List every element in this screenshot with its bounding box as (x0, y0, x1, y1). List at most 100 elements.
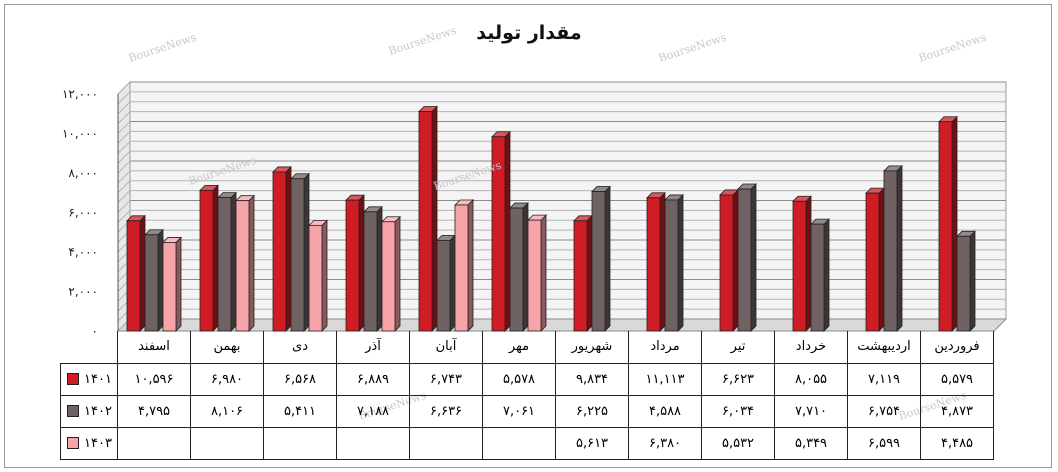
gridline-side (117, 111, 131, 124)
bar-side (522, 202, 529, 332)
data-label: ۴,۸۷۳ (920, 394, 994, 428)
data-label: ۵,۳۴۹ (774, 426, 848, 460)
bar (381, 221, 396, 332)
data-label: ۷,۱۸۸ (336, 394, 410, 428)
watermark-text: BourseNews (657, 31, 728, 65)
gridline-side (117, 81, 131, 95)
data-label: ۶,۹۸۰ (190, 362, 264, 396)
bar-side (659, 191, 666, 332)
category-label: دی (263, 331, 337, 364)
gridline-side (117, 91, 131, 105)
data-label: ۵,۶۱۳ (555, 426, 629, 460)
bar (199, 189, 214, 332)
bar-side (431, 105, 438, 332)
gridline-side (117, 121, 131, 134)
bar (664, 199, 679, 332)
table-row: ۱۴۰۲ ۴,۷۹۵ ۸,۱۰۶ ۵,۴۱۱ ۷,۱۸۸ ۶,۶۳۶ ۷,۰۶۱ ۶,۲۲۵ ۴… (60, 394, 994, 428)
y-tick-label: ۲,۰۰۰ (68, 285, 98, 299)
data-label: ۶,۵۶۸ (263, 362, 337, 396)
data-label: ۵,۵۳۲ (701, 426, 775, 460)
data-label: ۵,۴۱۱ (263, 394, 337, 428)
bar-side (951, 115, 958, 332)
bar-side (212, 184, 219, 332)
bar-side (394, 215, 401, 332)
bar (272, 171, 287, 332)
bar (345, 199, 360, 332)
bar (363, 211, 378, 332)
watermark-text: BourseNews (387, 24, 458, 58)
table-header-row: اسفند بهمن دی آذر آبان مهر شهریور مرداد تیر خرداد… (61, 331, 994, 364)
data-label (117, 426, 191, 460)
bar (591, 191, 606, 332)
gridline-side (117, 140, 131, 154)
bar (509, 207, 524, 332)
bar-side (175, 236, 182, 332)
bar (737, 188, 752, 332)
bar (956, 235, 971, 332)
data-label (482, 426, 556, 460)
data-label: ۶,۶۲۳ (701, 362, 775, 396)
bar (938, 121, 953, 332)
bar-side (878, 187, 885, 332)
bar-side (157, 228, 164, 332)
bar (290, 178, 305, 332)
bar-side (376, 205, 383, 332)
watermark-text: BourseNews (917, 31, 988, 65)
bar (454, 204, 469, 332)
bar-side (467, 199, 474, 332)
watermark-text: BourseNews (127, 31, 198, 65)
bar-side (732, 188, 739, 332)
y-tick-label: ۱۰,۰۰۰ (62, 127, 98, 141)
bar-side (358, 194, 365, 332)
bar-side (230, 191, 237, 332)
data-label: ۶,۷۵۴ (847, 394, 921, 428)
data-label: ۵,۵۷۸ (482, 362, 556, 396)
bar-side (504, 130, 511, 332)
bar-side (285, 165, 292, 332)
data-label (190, 426, 264, 460)
data-label: ۷,۱۱۹ (847, 362, 921, 396)
bar-side (586, 214, 593, 332)
bar-side (896, 164, 903, 332)
bar-side (805, 195, 812, 332)
data-label: ۱۱,۱۱۳ (628, 362, 702, 396)
gridline-side (117, 131, 131, 144)
bar (162, 242, 177, 332)
category-label: مهر (482, 331, 556, 364)
data-label: ۶,۲۲۵ (555, 394, 629, 428)
data-label: ۷,۷۱۰ (774, 394, 848, 428)
data-label: ۶,۷۴۳ (409, 362, 483, 396)
data-label: ۶,۶۳۶ (409, 394, 483, 428)
legend-label: ۱۴۰۲ (84, 403, 112, 419)
y-tick-label: ۰ (92, 324, 98, 338)
category-label: آذر (336, 331, 410, 364)
y-tick-label: ۸,۰۰۰ (68, 166, 98, 180)
category-label: فروردین (920, 331, 994, 364)
bar-side (449, 234, 456, 332)
bar-side (750, 183, 757, 332)
table-row: ۱۴۰۳ ۵,۶۱۳ ۶,۳۸۰ ۵,۵۳۲ ۵,۳۴۹ ۶,۵۹۹ ۴,۴۸۵ (60, 426, 994, 460)
bar (573, 220, 588, 332)
legend-swatch (67, 405, 79, 417)
category-label: مرداد (628, 331, 702, 364)
legend-entry: ۱۴۰۲ (60, 394, 118, 428)
bar (865, 192, 880, 332)
data-label: ۴,۷۹۵ (117, 394, 191, 428)
category-label: بهمن (190, 331, 264, 364)
gridline-side (117, 180, 131, 194)
data-label: ۷,۰۶۱ (482, 394, 556, 428)
bar (646, 197, 661, 332)
data-label (409, 426, 483, 460)
category-label: تیر (701, 331, 775, 364)
legend-swatch (67, 437, 79, 449)
bar (719, 194, 734, 332)
gridline-side (117, 210, 131, 223)
bar-side (677, 193, 684, 332)
category-label: خرداد (774, 331, 848, 364)
bar-side (540, 214, 547, 332)
data-label: ۶,۵۹۹ (847, 426, 921, 460)
bar (308, 224, 323, 332)
legend-entry: ۱۴۰۳ (60, 426, 118, 460)
data-label: ۹,۸۳۴ (555, 362, 629, 396)
legend-label: ۱۴۰۳ (84, 435, 112, 451)
